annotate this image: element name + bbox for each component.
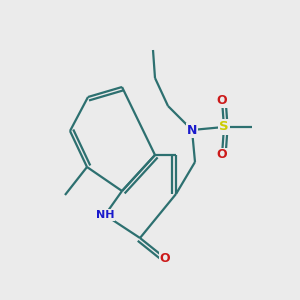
Text: O: O bbox=[217, 148, 227, 161]
Text: NH: NH bbox=[96, 210, 114, 220]
Text: S: S bbox=[219, 121, 229, 134]
Text: O: O bbox=[160, 251, 170, 265]
Text: N: N bbox=[187, 124, 197, 136]
Text: O: O bbox=[217, 94, 227, 106]
